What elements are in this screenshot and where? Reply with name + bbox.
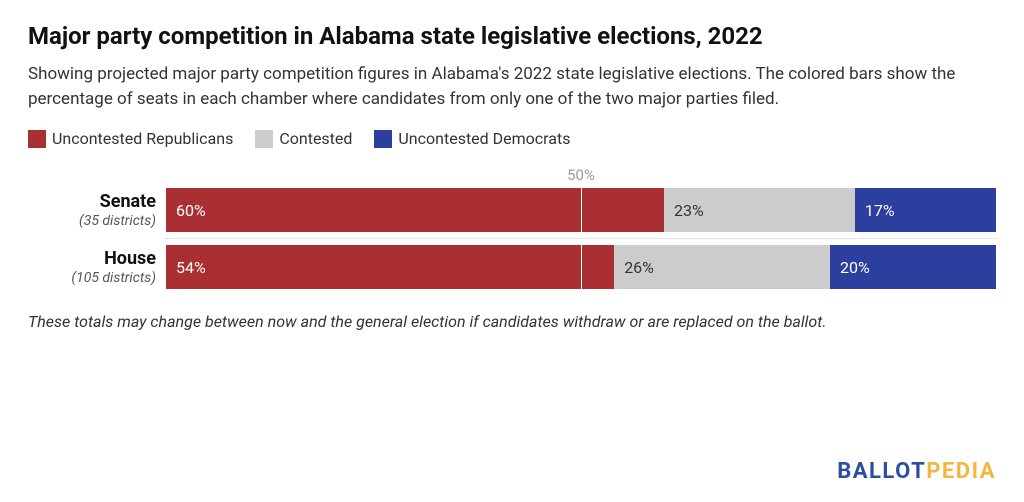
- district-count: (105 districts): [28, 270, 156, 286]
- row-label: Senate (35 districts): [28, 188, 166, 232]
- row-label: House (105 districts): [28, 245, 166, 289]
- legend-item-contested: Contested: [255, 129, 352, 148]
- segment-label: 60%: [176, 201, 206, 220]
- legend-item-uncontested-rep: Uncontested Republicans: [28, 129, 233, 148]
- bar-track: 54% 26% 20%: [166, 245, 996, 289]
- row-divider: [166, 238, 996, 239]
- segment-label: 23%: [674, 201, 704, 220]
- legend-swatch: [28, 130, 46, 148]
- district-count: (35 districts): [28, 213, 156, 229]
- segment-label: 20%: [840, 258, 870, 277]
- segment-uncontested-rep: 60%: [166, 188, 664, 232]
- segment-label: 54%: [176, 258, 206, 277]
- chart-area: 50% Senate (35 districts) 60% 23% 17% Ho…: [28, 166, 996, 289]
- bar-row-house: House (105 districts) 54% 26% 20%: [28, 245, 996, 289]
- legend-label: Contested: [279, 129, 352, 148]
- bar-track: 60% 23% 17%: [166, 188, 996, 232]
- legend-label: Uncontested Democrats: [398, 129, 570, 148]
- segment-uncontested-dem: 17%: [855, 188, 996, 232]
- segment-uncontested-dem: 20%: [830, 245, 996, 289]
- fifty-percent-line: [581, 245, 582, 289]
- segment-label: 26%: [624, 258, 654, 277]
- brand-part2: PEDIA: [926, 459, 996, 484]
- ballotpedia-logo: BALLOTPEDIA: [837, 459, 996, 484]
- legend-label: Uncontested Republicans: [52, 129, 233, 148]
- chamber-name: House: [28, 249, 156, 270]
- chamber-name: Senate: [28, 192, 156, 213]
- legend-item-uncontested-dem: Uncontested Democrats: [374, 129, 570, 148]
- brand-part1: BALLOT: [837, 459, 926, 484]
- segment-contested: 23%: [664, 188, 855, 232]
- segment-label: 17%: [865, 201, 895, 220]
- fifty-percent-label: 50%: [567, 166, 595, 184]
- chart-title: Major party competition in Alabama state…: [28, 22, 996, 50]
- segment-contested: 26%: [614, 245, 830, 289]
- legend: Uncontested Republicans Contested Uncont…: [28, 129, 996, 148]
- fifty-percent-line: [581, 188, 582, 232]
- footnote: These totals may change between now and …: [28, 311, 996, 333]
- chart-subtitle: Showing projected major party competitio…: [28, 62, 996, 111]
- legend-swatch: [255, 130, 273, 148]
- legend-swatch: [374, 130, 392, 148]
- segment-uncontested-rep: 54%: [166, 245, 614, 289]
- bar-row-senate: Senate (35 districts) 60% 23% 17%: [28, 188, 996, 232]
